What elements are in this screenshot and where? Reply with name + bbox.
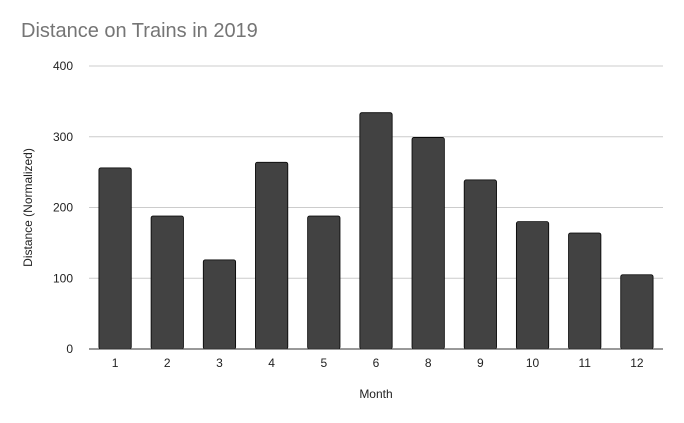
y-axis-ticks: 0 100 200 300 400 (53, 59, 73, 356)
x-tick-label: 11 (578, 356, 591, 370)
bar-month-1 (98, 167, 132, 350)
x-tick-label: 1 (112, 356, 119, 370)
bar-month-2 (150, 215, 184, 350)
bars (98, 112, 654, 350)
y-tick-label: 200 (53, 201, 73, 215)
bar-month-11 (568, 232, 602, 350)
x-tick-label: 12 (630, 356, 644, 370)
chart-title: Distance on Trains in 2019 (21, 20, 258, 42)
y-tick-label: 100 (53, 271, 73, 285)
y-axis-title: Distance (Normalized) (21, 148, 35, 267)
bar-month-3 (202, 259, 237, 350)
bar-month-12 (620, 274, 654, 350)
bar-month-8 (411, 137, 445, 350)
x-tick-label: 8 (425, 356, 432, 370)
x-tick-label: 10 (526, 356, 540, 370)
y-tick-label: 400 (53, 59, 73, 73)
bar-month-4 (255, 161, 289, 350)
x-tick-label: 9 (477, 356, 484, 370)
bar-month-6 (359, 112, 393, 350)
x-tick-label: 4 (268, 356, 275, 370)
x-tick-label: 3 (216, 356, 223, 370)
bar-month-10 (515, 221, 550, 350)
bar-month-5 (307, 215, 341, 350)
x-axis-ticks: 1 2 3 4 5 6 8 9 10 11 12 (112, 356, 644, 370)
x-tick-label: 6 (373, 356, 380, 370)
x-tick-label: 2 (164, 356, 171, 370)
y-tick-label: 300 (53, 130, 73, 144)
y-tick-label: 0 (66, 342, 73, 356)
bar-month-9 (463, 179, 497, 350)
x-axis-title: Month (359, 387, 392, 401)
x-tick-label: 5 (320, 356, 327, 370)
